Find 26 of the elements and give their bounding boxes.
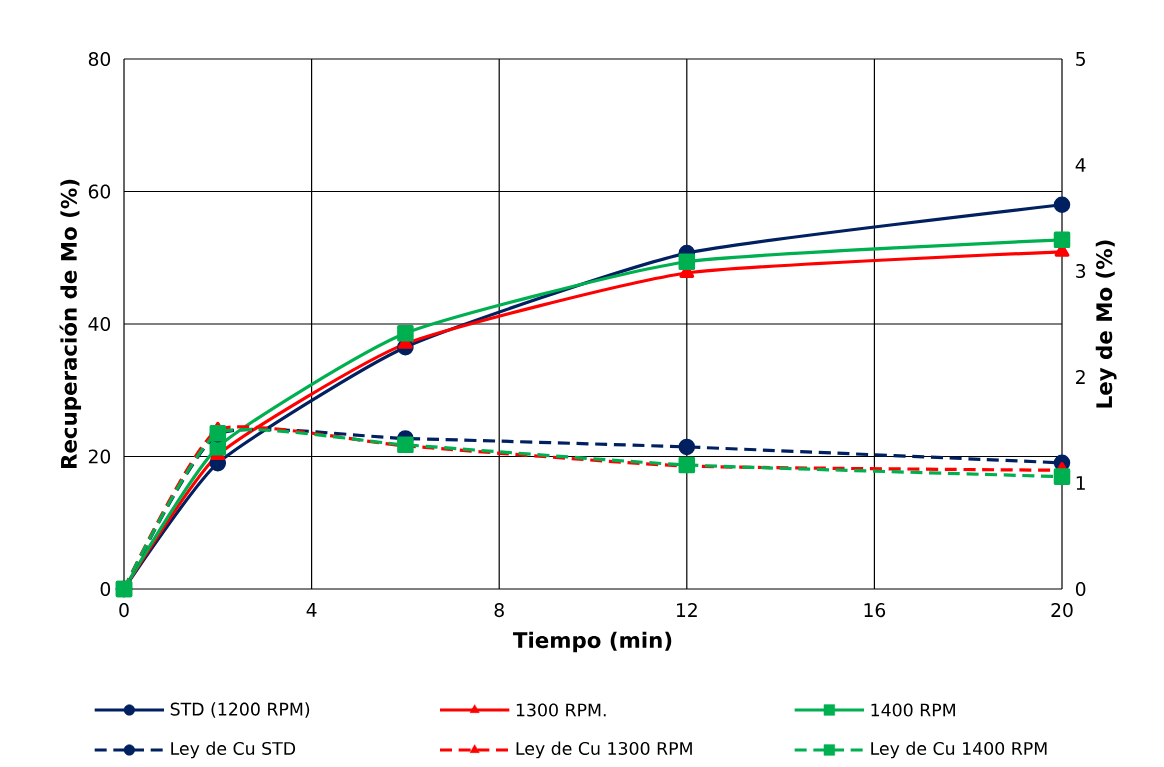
x-tick-label: 8: [494, 603, 504, 618]
y-axis-title: Recuperación de Mo (%): [59, 179, 82, 469]
x-tick-label: 20: [1051, 603, 1073, 618]
x-tick-label: 16: [864, 603, 886, 618]
x-tick-label: 4: [306, 603, 317, 617]
legend-label: Ley de Cu STD: [171, 741, 296, 759]
y-tick-label: 80: [88, 51, 111, 67]
x-axis-title: Tiempo (min): [513, 631, 672, 653]
legend-label: STD (1200 RPM): [170, 702, 310, 718]
x-tick-label: 0: [119, 603, 129, 618]
y2-tick-label: 5: [1076, 52, 1085, 66]
y-tick-label: 0: [100, 581, 111, 597]
y2-axis-title: Ley de Mo (%): [1095, 240, 1117, 408]
y2-tick-label: 0: [1075, 581, 1086, 597]
legend-label: Ley de Cu 1400 RPM: [871, 741, 1047, 759]
legend-label: 1400 RPM: [871, 703, 955, 717]
y-tick-label: 20: [88, 449, 111, 464]
y2-tick-label: 3: [1076, 263, 1086, 279]
y-tick-label: 60: [88, 184, 111, 199]
y2-tick-label: 1: [1076, 476, 1085, 490]
legend-label: Ley de Cu 1300 RPM: [516, 741, 692, 759]
y2-tick-label: 2: [1076, 370, 1085, 384]
y2-tick-label: 4: [1075, 158, 1086, 172]
legend-label: 1300 RPM.: [516, 703, 606, 717]
y-tick-label: 40: [88, 316, 111, 332]
x-tick-label: 12: [676, 603, 697, 617]
